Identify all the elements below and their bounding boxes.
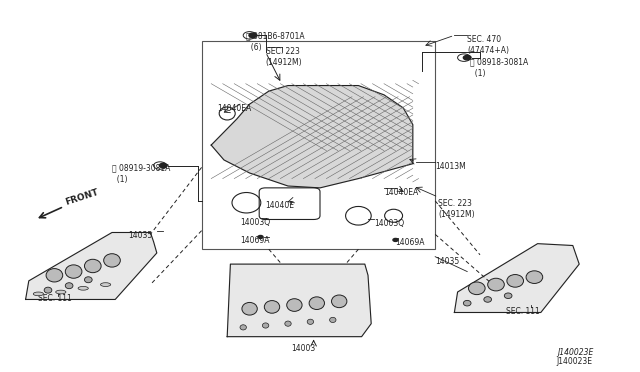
Text: 14040E: 14040E <box>266 201 294 210</box>
Polygon shape <box>227 264 371 337</box>
Text: 14040EA: 14040EA <box>218 104 252 113</box>
Polygon shape <box>211 86 413 188</box>
Circle shape <box>249 33 257 38</box>
Bar <box>202 41 435 249</box>
Text: Ⓝ 08918-3081A
  (1): Ⓝ 08918-3081A (1) <box>470 58 529 78</box>
Text: 14035: 14035 <box>128 231 152 240</box>
Ellipse shape <box>287 299 302 311</box>
Ellipse shape <box>242 302 257 315</box>
Ellipse shape <box>463 301 471 306</box>
Text: 14069A: 14069A <box>396 238 425 247</box>
Polygon shape <box>26 232 157 299</box>
Ellipse shape <box>65 265 82 278</box>
Ellipse shape <box>100 283 111 286</box>
Ellipse shape <box>33 292 44 296</box>
Text: 14069A: 14069A <box>240 236 269 245</box>
Ellipse shape <box>307 319 314 324</box>
Text: SEC. 470
(47474+A): SEC. 470 (47474+A) <box>467 35 509 55</box>
Ellipse shape <box>332 295 347 308</box>
Ellipse shape <box>488 278 504 291</box>
Ellipse shape <box>262 323 269 328</box>
Ellipse shape <box>65 283 73 289</box>
Text: SEC. 223
(14912M): SEC. 223 (14912M) <box>438 199 475 219</box>
Ellipse shape <box>56 290 66 294</box>
Ellipse shape <box>468 282 485 295</box>
Text: 14035: 14035 <box>435 257 460 266</box>
Text: SEC. 223
(14912M): SEC. 223 (14912M) <box>266 46 302 67</box>
Ellipse shape <box>240 325 246 330</box>
Circle shape <box>393 238 398 241</box>
Ellipse shape <box>507 275 524 287</box>
Text: SEC. 111: SEC. 111 <box>38 294 72 303</box>
Ellipse shape <box>285 321 291 326</box>
Ellipse shape <box>309 297 324 310</box>
Circle shape <box>463 55 471 60</box>
Ellipse shape <box>264 301 280 313</box>
Text: 14003: 14003 <box>291 344 316 353</box>
Ellipse shape <box>330 317 336 323</box>
Ellipse shape <box>104 254 120 267</box>
Ellipse shape <box>44 287 52 293</box>
Ellipse shape <box>46 269 63 282</box>
Polygon shape <box>454 244 579 312</box>
Circle shape <box>159 163 167 168</box>
Ellipse shape <box>84 277 92 283</box>
Text: J140023E: J140023E <box>557 357 593 366</box>
Text: 14003Q: 14003Q <box>374 219 404 228</box>
Text: 14013M: 14013M <box>435 162 466 171</box>
Ellipse shape <box>504 293 512 299</box>
Text: FRONT: FRONT <box>64 187 100 206</box>
Text: J140023E: J140023E <box>557 348 593 357</box>
Ellipse shape <box>526 271 543 283</box>
Ellipse shape <box>84 259 101 273</box>
Text: 14040EA: 14040EA <box>384 188 419 197</box>
Text: SEC. 111: SEC. 111 <box>506 307 540 316</box>
Ellipse shape <box>78 286 88 290</box>
Text: Ⓑ 081B6-8701A
  (6): Ⓑ 081B6-8701A (6) <box>246 32 305 52</box>
Text: 14003Q: 14003Q <box>240 218 270 227</box>
Ellipse shape <box>484 297 492 302</box>
Text: Ⓝ 08919-3081A
  (1): Ⓝ 08919-3081A (1) <box>112 164 170 184</box>
Circle shape <box>258 235 263 238</box>
